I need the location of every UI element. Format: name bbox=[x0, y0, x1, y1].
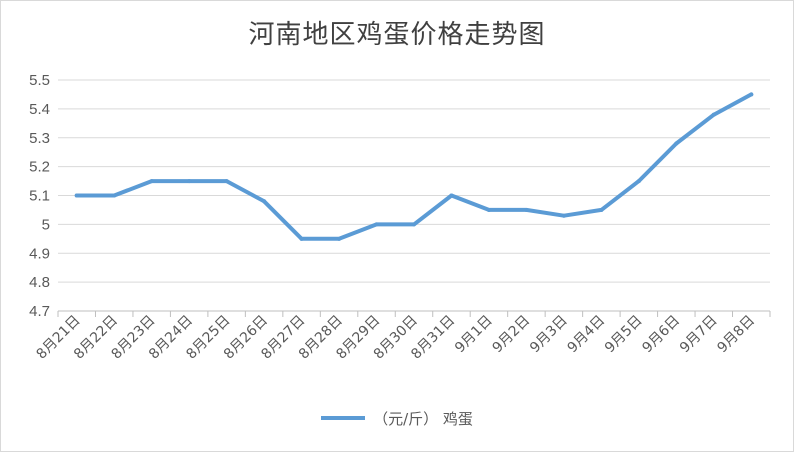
data-point bbox=[112, 193, 117, 198]
x-axis-ticks: 8月21日8月22日8月23日8月24日8月25日8月26日8月27日8月28日… bbox=[34, 313, 759, 363]
data-point bbox=[74, 193, 79, 198]
data-point bbox=[449, 193, 454, 198]
y-tick-label: 5.4 bbox=[29, 101, 50, 118]
x-tick-label: 9月5日 bbox=[602, 313, 646, 357]
data-point bbox=[674, 141, 679, 146]
legend-label: （元/斤） 鸡蛋 bbox=[373, 410, 473, 428]
data-point bbox=[187, 179, 192, 184]
series-lines bbox=[74, 92, 754, 241]
data-point bbox=[524, 207, 529, 212]
data-point bbox=[561, 213, 566, 218]
y-tick-label: 4.8 bbox=[29, 274, 50, 291]
x-tick-label: 9月2日 bbox=[490, 313, 534, 357]
data-point bbox=[599, 207, 604, 212]
y-tick-label: 5 bbox=[42, 216, 50, 233]
x-tick-label: 9月1日 bbox=[452, 313, 496, 357]
x-tick-label: 9月8日 bbox=[714, 313, 758, 357]
y-tick-label: 4.7 bbox=[29, 303, 50, 320]
x-tick-label: 9月7日 bbox=[677, 313, 721, 357]
y-tick-label: 5.1 bbox=[29, 188, 50, 205]
data-point bbox=[224, 179, 229, 184]
legend: （元/斤） 鸡蛋 bbox=[0, 408, 794, 429]
data-point bbox=[636, 179, 641, 184]
data-point bbox=[149, 179, 154, 184]
x-tick-label: 9月4日 bbox=[564, 313, 608, 357]
chart-title: 河南地区鸡蛋价格走势图 bbox=[248, 20, 546, 50]
y-tick-label: 5.5 bbox=[29, 72, 50, 89]
data-point bbox=[337, 236, 342, 241]
legend-swatch bbox=[321, 415, 366, 420]
data-point bbox=[749, 92, 754, 97]
data-point bbox=[711, 112, 716, 117]
x-tick-label: 9月3日 bbox=[527, 313, 571, 357]
y-tick-label: 5.3 bbox=[29, 130, 50, 147]
data-point bbox=[299, 236, 304, 241]
y-tick-label: 4.9 bbox=[29, 245, 50, 262]
data-point bbox=[486, 207, 491, 212]
data-point bbox=[374, 222, 379, 227]
x-axis bbox=[57, 310, 771, 317]
y-axis-ticks: 4.7 4.8 4.9 5 5.1 5.2 5.3 5.4 5.5 bbox=[29, 72, 50, 320]
data-point bbox=[262, 199, 267, 204]
data-point bbox=[412, 222, 416, 227]
y-tick-label: 5.2 bbox=[29, 159, 50, 176]
x-tick-label: 9月6日 bbox=[639, 313, 683, 357]
